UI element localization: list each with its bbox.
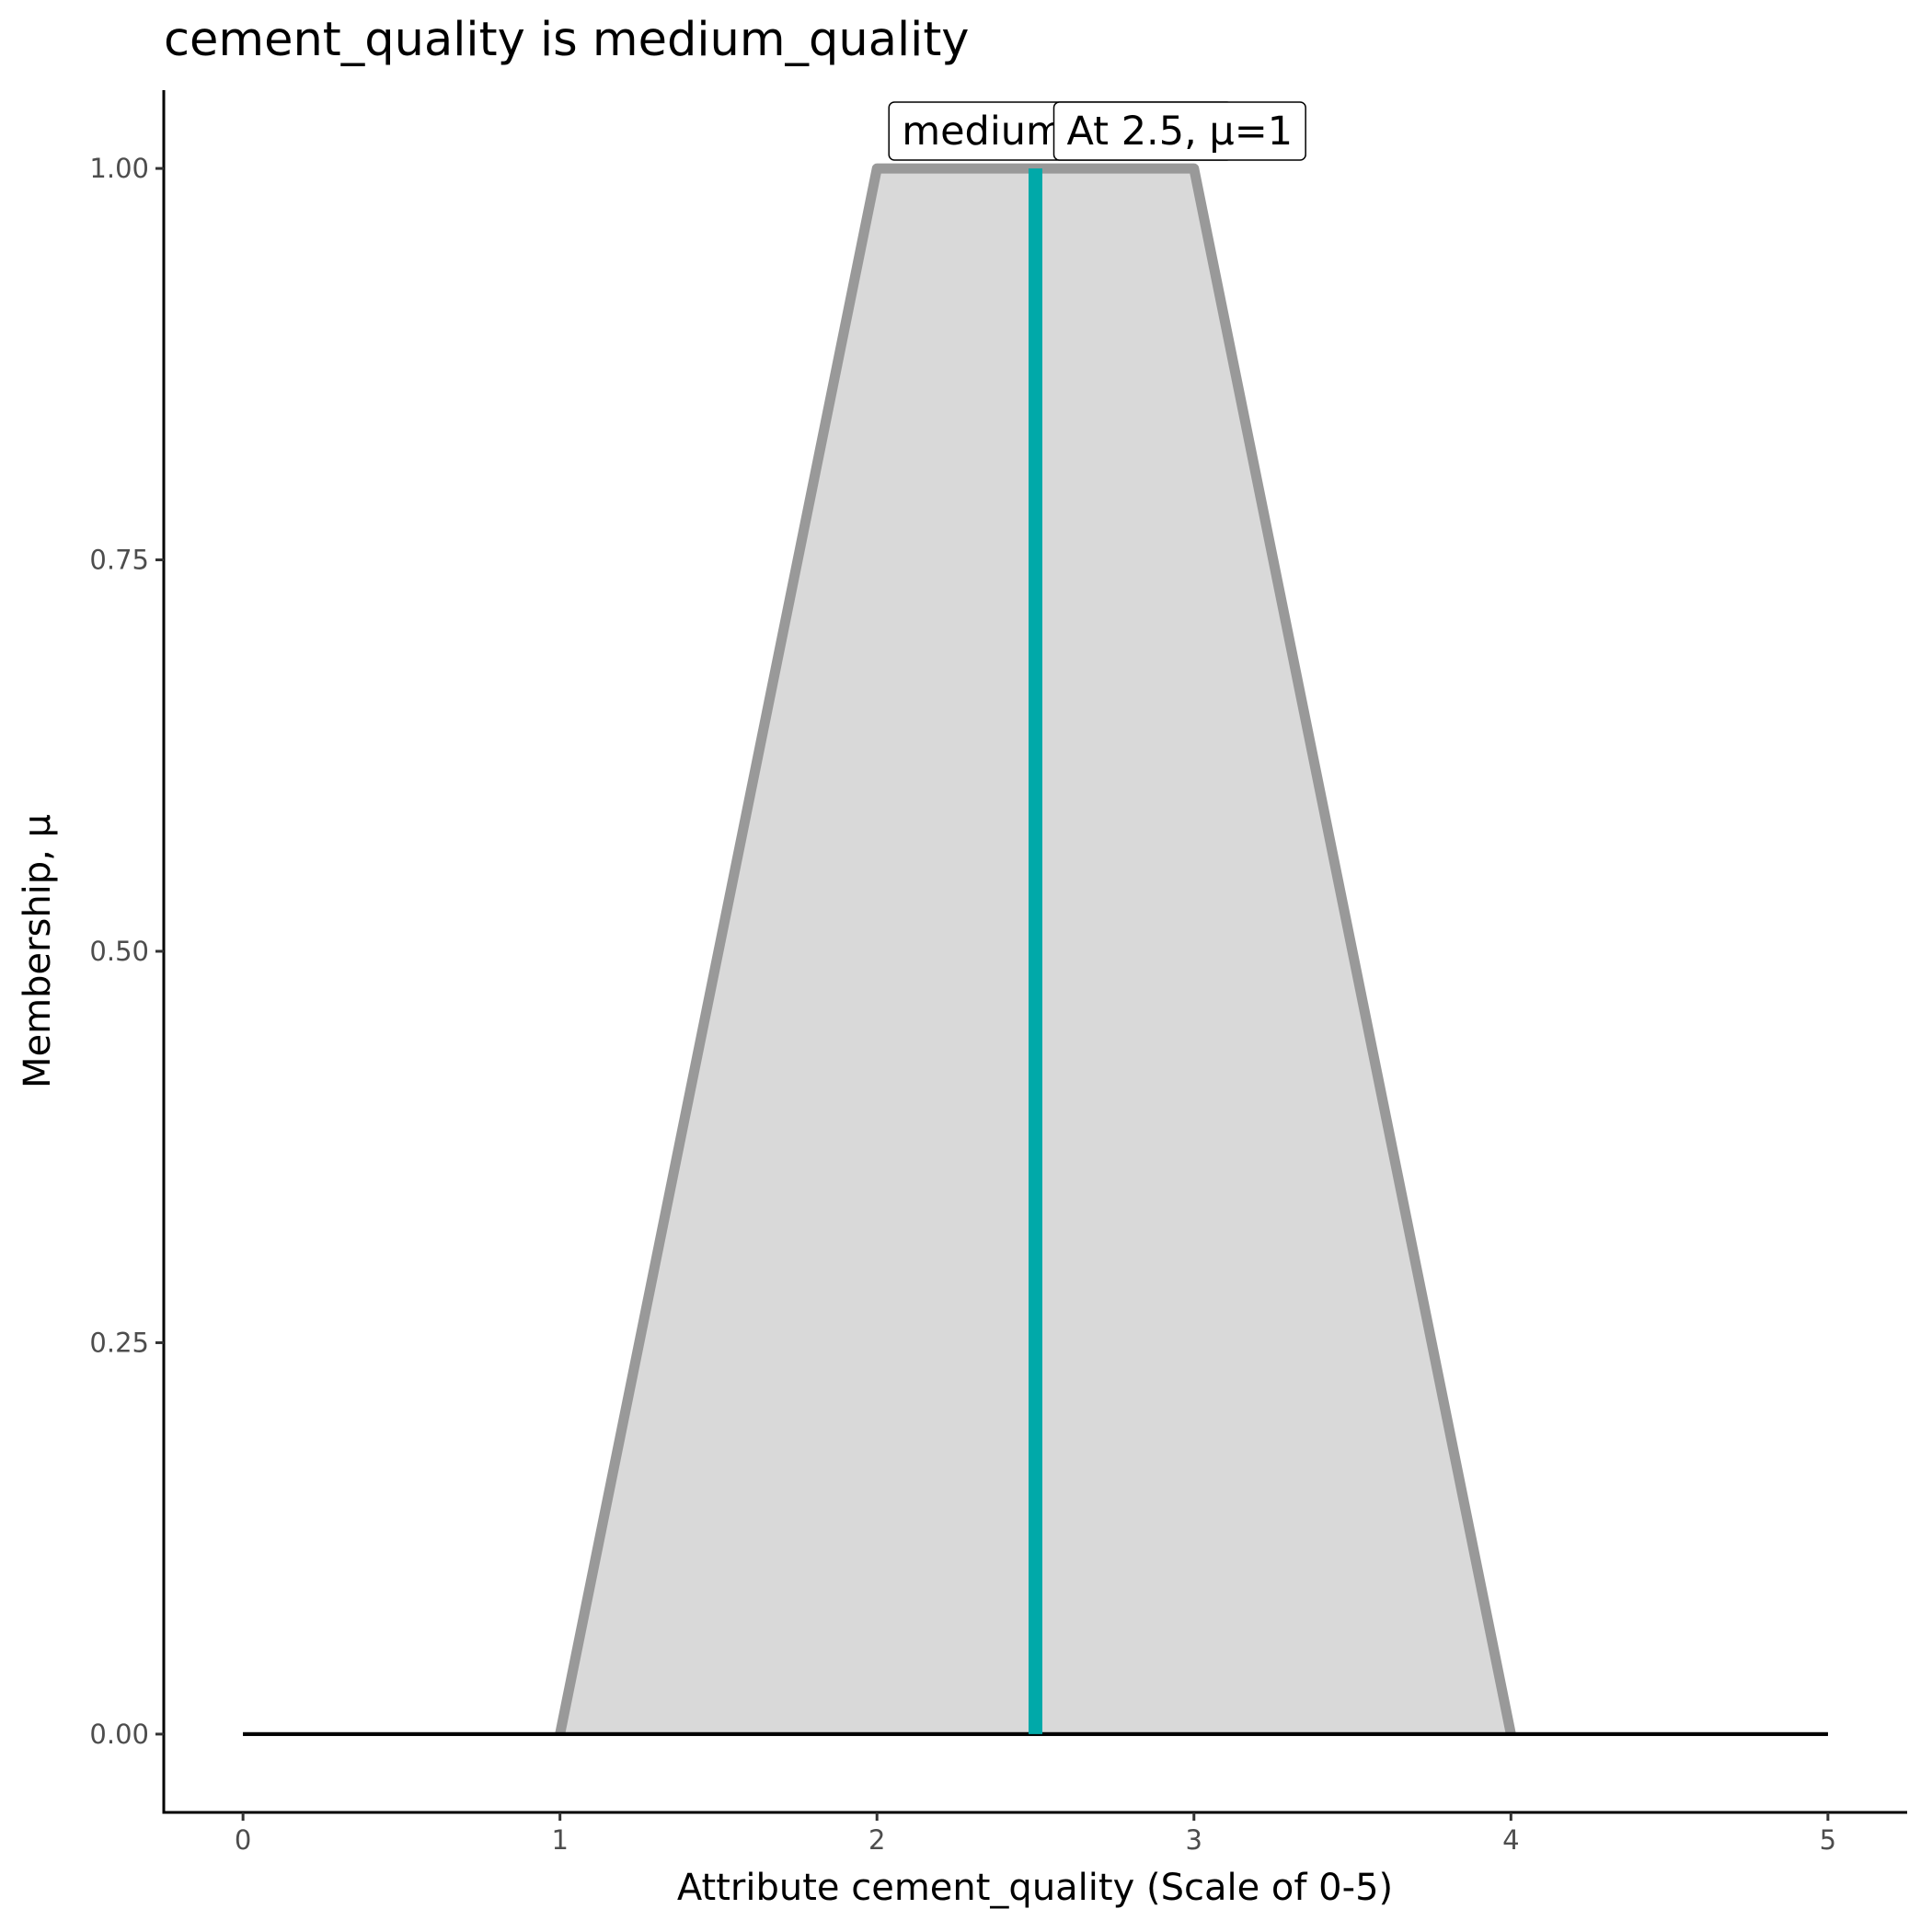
annotation-box bbox=[1052, 101, 1306, 161]
x-tick-label: 0 bbox=[235, 1824, 251, 1856]
chart-title: cement_quality is medium_quality bbox=[164, 13, 970, 67]
y-tick-label: 0.75 bbox=[89, 545, 149, 576]
y-axis-title: Membership, μ bbox=[17, 814, 59, 1088]
x-tick-label: 1 bbox=[551, 1824, 568, 1856]
y-tick-label: 0.50 bbox=[89, 936, 149, 967]
annotation-text: At 2.5, μ=1 bbox=[1067, 109, 1294, 155]
x-tick-label: 5 bbox=[1820, 1824, 1836, 1856]
y-tick-label: 0.25 bbox=[89, 1327, 149, 1358]
x-tick-label: 2 bbox=[868, 1824, 885, 1856]
x-tick-label: 3 bbox=[1186, 1824, 1202, 1856]
x-axis-title: Attribute cement_quality (Scale of 0-5) bbox=[677, 1867, 1393, 1909]
y-tick-label: 0.00 bbox=[89, 1719, 149, 1750]
x-tick-label: 4 bbox=[1502, 1824, 1519, 1856]
annotation-label: At 2.5, μ=1 bbox=[1052, 101, 1306, 161]
y-tick-label: 1.00 bbox=[89, 153, 149, 184]
